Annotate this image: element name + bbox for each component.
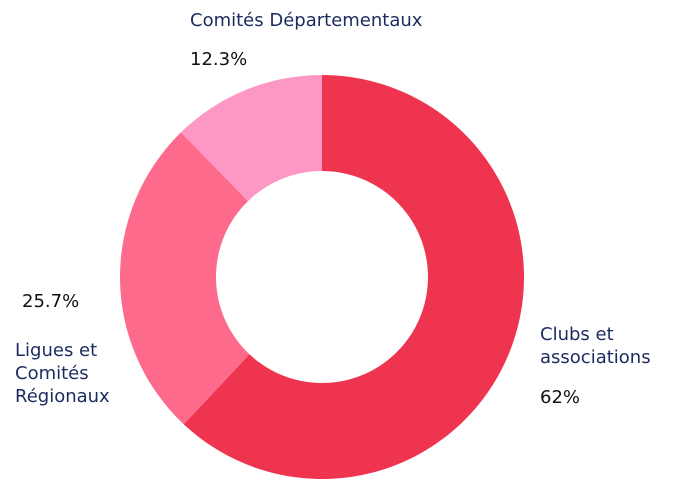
- slice-label: Clubs et associations: [540, 324, 651, 368]
- slice: [183, 75, 524, 479]
- value-label: 25.7%: [22, 291, 80, 312]
- slice: [119, 132, 250, 425]
- slice-label: Ligues et Comités Régionaux: [15, 340, 110, 407]
- slice-label: Comités Départementaux: [190, 10, 423, 31]
- value-label: 12.3%: [190, 49, 248, 70]
- value-label: 62%: [540, 387, 581, 408]
- slice: [180, 75, 322, 202]
